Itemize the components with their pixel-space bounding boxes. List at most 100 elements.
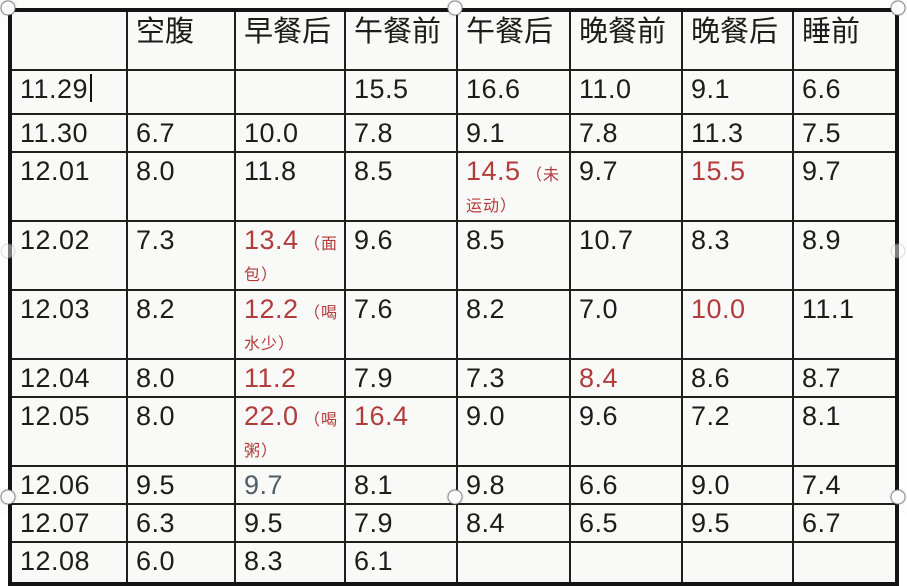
value-cell[interactable]: 11.8 [234,151,346,222]
date-cell[interactable]: 12.04 [9,358,128,398]
glucose-value: 6.0 [136,546,176,576]
glucose-value: 9.8 [466,470,506,500]
value-cell[interactable]: 8.0 [126,396,236,467]
value-cell[interactable]: 8.3 [234,541,346,585]
value-cell[interactable]: 11.3 [681,113,794,153]
date-cell[interactable]: 12.02 [9,220,128,291]
value-cell[interactable]: 8.5 [344,151,458,222]
value-cell[interactable]: 14.5 （未运动） [456,151,571,222]
glucose-value: 7.8 [354,118,394,148]
value-cell[interactable]: 9.0 [681,465,794,505]
value-cell[interactable]: 8.0 [126,358,236,398]
value-cell[interactable]: 9.5 [234,503,346,543]
value-cell[interactable]: 12.2 （喝水少） [234,289,346,360]
date-cell[interactable]: 12.05 [9,396,128,467]
value-cell[interactable]: 8.1 [792,396,898,467]
resize-handle-top-left[interactable] [0,0,16,16]
value-cell[interactable]: 7.9 [344,358,458,398]
value-cell[interactable]: 16.4 [344,396,458,467]
value-cell[interactable]: 11.0 [569,69,683,115]
value-cell[interactable]: 11.2 [234,358,346,398]
value-cell[interactable]: 9.7 [234,465,346,505]
value-cell[interactable] [126,69,236,115]
resize-handle-middle-right[interactable] [890,243,906,259]
date-cell[interactable]: 11.29 [9,69,128,115]
value-cell[interactable]: 15.5 [681,151,794,222]
column-header-7[interactable]: 睡前 [792,9,898,71]
column-header-4[interactable]: 午餐后 [456,9,571,71]
column-header-2[interactable]: 早餐后 [234,9,346,71]
date-cell[interactable]: 11.30 [9,113,128,153]
column-header-5[interactable]: 晚餐前 [569,9,683,71]
value-cell[interactable]: 8.1 [344,465,458,505]
value-cell[interactable]: 9.5 [681,503,794,543]
date-cell[interactable]: 12.07 [9,503,128,543]
corner-header-cell[interactable] [9,9,128,71]
value-cell[interactable]: 9.7 [569,151,683,222]
resize-handle-bottom-left[interactable] [0,489,16,505]
value-cell[interactable]: 11.1 [792,289,898,360]
value-cell[interactable]: 8.7 [792,358,898,398]
column-header-3[interactable]: 午餐前 [344,9,458,71]
value-cell[interactable] [569,541,683,585]
date-cell[interactable]: 12.03 [9,289,128,360]
value-cell[interactable]: 9.6 [344,220,458,291]
resize-handle-middle-left[interactable] [0,243,16,259]
value-cell[interactable]: 22.0 （喝粥） [234,396,346,467]
value-cell[interactable]: 6.3 [126,503,236,543]
value-cell[interactable]: 9.6 [569,396,683,467]
value-cell[interactable]: 7.6 [344,289,458,360]
value-cell[interactable] [234,69,346,115]
value-cell[interactable]: 10.0 [681,289,794,360]
value-cell[interactable]: 16.6 [456,69,571,115]
value-cell[interactable] [792,541,898,585]
value-cell[interactable] [456,541,571,585]
column-header-1[interactable]: 空腹 [126,9,236,71]
value-cell[interactable]: 8.6 [681,358,794,398]
value-cell[interactable]: 9.1 [456,113,571,153]
value-cell[interactable]: 7.9 [344,503,458,543]
value-cell[interactable]: 7.2 [681,396,794,467]
value-cell[interactable]: 8.4 [456,503,571,543]
value-cell[interactable]: 6.6 [569,465,683,505]
value-cell[interactable]: 7.5 [792,113,898,153]
value-cell[interactable]: 7.0 [569,289,683,360]
value-cell[interactable]: 6.6 [792,69,898,115]
value-cell[interactable]: 6.7 [792,503,898,543]
value-cell[interactable]: 8.2 [456,289,571,360]
value-cell[interactable]: 8.0 [126,151,236,222]
value-cell[interactable]: 6.0 [126,541,236,585]
resize-handle-bottom-middle[interactable] [447,489,463,505]
value-cell[interactable]: 7.3 [456,358,571,398]
value-cell[interactable]: 6.7 [126,113,236,153]
value-cell[interactable]: 9.7 [792,151,898,222]
value-cell[interactable]: 9.8 [456,465,571,505]
value-cell[interactable]: 10.7 [569,220,683,291]
value-cell[interactable]: 13.4 （面包） [234,220,346,291]
value-cell[interactable]: 8.3 [681,220,794,291]
resize-handle-bottom-right[interactable] [890,489,906,505]
resize-handle-top-middle[interactable] [447,0,463,16]
value-cell[interactable]: 6.1 [344,541,458,585]
value-cell[interactable]: 15.5 [344,69,458,115]
value-cell[interactable]: 8.9 [792,220,898,291]
date-cell[interactable]: 12.08 [9,541,128,585]
value-cell[interactable]: 8.2 [126,289,236,360]
value-cell[interactable]: 6.5 [569,503,683,543]
value-cell[interactable]: 7.4 [792,465,898,505]
value-cell[interactable]: 10.0 [234,113,346,153]
value-cell[interactable] [681,541,794,585]
value-cell[interactable]: 8.4 [569,358,683,398]
value-cell[interactable]: 7.8 [569,113,683,153]
value-cell[interactable]: 7.8 [344,113,458,153]
value-cell[interactable]: 9.5 [126,465,236,505]
column-header-6[interactable]: 晚餐后 [681,9,794,71]
resize-handle-top-right[interactable] [890,0,906,16]
value-cell[interactable]: 8.5 [456,220,571,291]
date-cell[interactable]: 12.06 [9,465,128,505]
value-cell[interactable]: 9.0 [456,396,571,467]
date-cell[interactable]: 12.01 [9,151,128,222]
value-cell[interactable]: 7.3 [126,220,236,291]
value-cell[interactable]: 9.1 [681,69,794,115]
